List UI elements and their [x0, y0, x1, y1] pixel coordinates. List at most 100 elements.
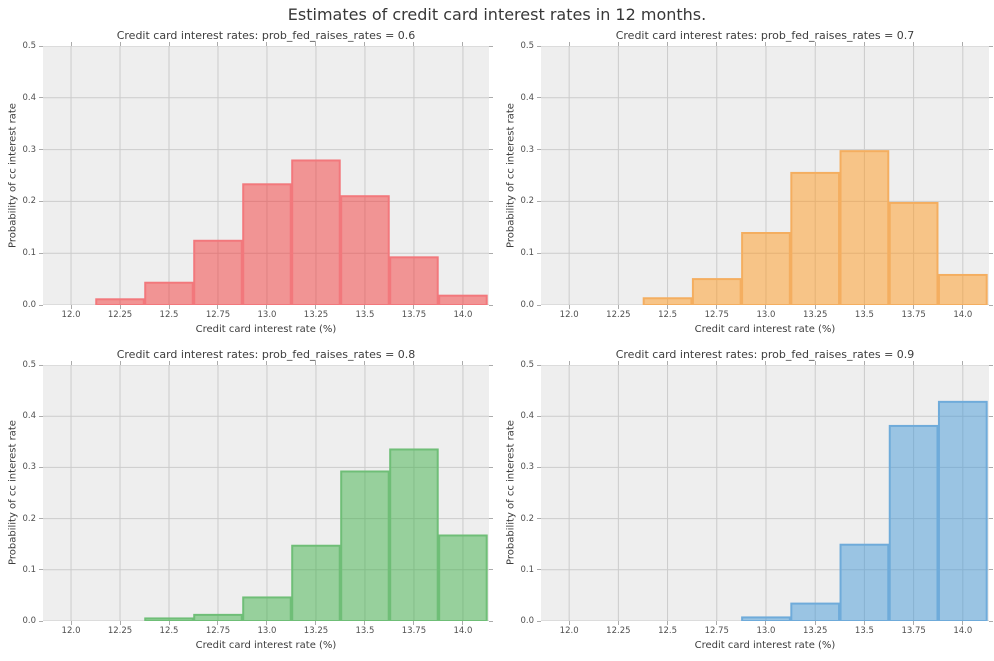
x-tick-mark	[168, 42, 170, 46]
y-tick-mark	[537, 415, 541, 417]
x-tick-mark	[413, 305, 415, 309]
y-tick-label: 0.2	[520, 513, 534, 524]
y-tick-mark	[39, 518, 43, 520]
y-tick-mark	[537, 252, 541, 254]
x-tick-label: 13.0	[756, 310, 776, 320]
x-tick-label: 12.5	[658, 626, 678, 636]
y-tick-mark	[537, 304, 541, 306]
x-tick-mark	[863, 361, 865, 365]
y-tick-mark	[989, 364, 993, 366]
y-tick-mark	[489, 149, 493, 151]
y-tick-mark	[39, 45, 43, 47]
x-tick-mark	[617, 361, 619, 365]
x-tick-label: 13.75	[901, 626, 926, 636]
y-tick-label: 0.3	[22, 462, 36, 473]
x-tick-mark	[568, 305, 570, 309]
y-tick-mark	[537, 569, 541, 571]
x-tick-mark	[913, 42, 915, 46]
histogram-bar	[888, 201, 939, 305]
subplot-prob-0-6: Credit card interest rates: prob_fed_rai…	[8, 29, 493, 335]
y-tick-label: 0.3	[22, 144, 36, 155]
x-tick-mark	[913, 361, 915, 365]
plot-area	[43, 46, 489, 305]
histogram-bar	[95, 298, 145, 305]
x-tick-mark	[716, 361, 718, 365]
x-tick-mark	[70, 621, 72, 625]
x-tick-mark	[462, 305, 464, 309]
x-tick-mark	[413, 361, 415, 365]
x-tick-mark	[315, 621, 317, 625]
x-tick-mark	[962, 621, 964, 625]
subplot-prob-0-8: Credit card interest rates: prob_fed_rai…	[8, 348, 493, 651]
x-tick-mark	[863, 42, 865, 46]
y-tick-mark	[39, 620, 43, 622]
y-tick-mark	[489, 45, 493, 47]
x-tick-mark	[814, 361, 816, 365]
x-tick-label: 13.25	[303, 626, 329, 636]
histogram-bar	[242, 183, 292, 305]
y-tick-label: 0.3	[520, 462, 534, 473]
histogram-bar	[340, 195, 390, 305]
y-tick-label: 0.3	[520, 144, 534, 155]
histogram-bar	[389, 256, 439, 305]
y-tick-mark	[989, 149, 993, 151]
x-tick-mark	[913, 621, 915, 625]
y-tick-label: 0.1	[22, 564, 36, 575]
subplot-title: Credit card interest rates: prob_fed_rai…	[615, 29, 915, 42]
y-tick-mark	[39, 364, 43, 366]
x-tick-mark	[70, 42, 72, 46]
histogram-bar	[642, 297, 693, 305]
y-tick-mark	[39, 200, 43, 202]
x-tick-mark	[863, 621, 865, 625]
y-tick-mark	[39, 149, 43, 151]
x-tick-label: 12.75	[205, 626, 231, 636]
y-tick-label: 0.4	[22, 411, 36, 422]
histogram-bar	[242, 596, 292, 621]
y-tick-label: 0.2	[520, 196, 534, 207]
y-tick-mark	[537, 149, 541, 151]
y-tick-mark	[489, 200, 493, 202]
histogram-bar	[144, 617, 194, 621]
y-tick-mark	[537, 466, 541, 468]
x-tick-label: 13.5	[854, 310, 874, 320]
y-tick-labels: 0.0 0.1 0.2 0.3 0.4 0.5	[505, 41, 541, 310]
x-tick-mark	[667, 305, 669, 309]
plot-area	[541, 46, 989, 305]
x-tick-mark	[315, 42, 317, 46]
x-tick-mark	[814, 42, 816, 46]
x-tick-mark	[119, 361, 121, 365]
y-tick-mark	[489, 364, 493, 366]
x-tick-label: 13.5	[355, 626, 375, 636]
x-tick-mark	[217, 305, 219, 309]
histogram-bar	[790, 602, 841, 621]
y-tick-mark	[537, 97, 541, 99]
y-tick-label: 0.0	[22, 616, 36, 626]
x-tick-mark	[266, 305, 268, 309]
x-tick-label: 13.25	[303, 310, 329, 320]
x-axis-label: Credit card interest rate (%)	[195, 640, 337, 651]
plot-area	[43, 365, 489, 621]
x-tick-mark	[119, 305, 121, 309]
x-tick-mark	[217, 621, 219, 625]
y-tick-mark	[39, 97, 43, 99]
histogram-bar	[839, 150, 890, 305]
x-tick-mark	[462, 42, 464, 46]
x-tick-label: 12.25	[107, 310, 133, 320]
x-tick-mark	[617, 42, 619, 46]
y-tick-mark	[537, 620, 541, 622]
x-tick-label: 12.0	[61, 626, 81, 636]
y-tick-mark	[989, 200, 993, 202]
x-tick-mark	[568, 42, 570, 46]
x-tick-label: 13.25	[803, 626, 828, 636]
x-tick-mark	[617, 621, 619, 625]
y-tick-mark	[39, 466, 43, 468]
histogram-bar	[193, 613, 243, 621]
y-tick-label: 0.2	[22, 196, 36, 207]
x-tick-label: 12.75	[205, 310, 231, 320]
x-tick-mark	[413, 621, 415, 625]
x-tick-mark	[814, 621, 816, 625]
x-tick-mark	[315, 361, 317, 365]
x-tick-mark	[962, 361, 964, 365]
x-tick-mark	[168, 361, 170, 365]
